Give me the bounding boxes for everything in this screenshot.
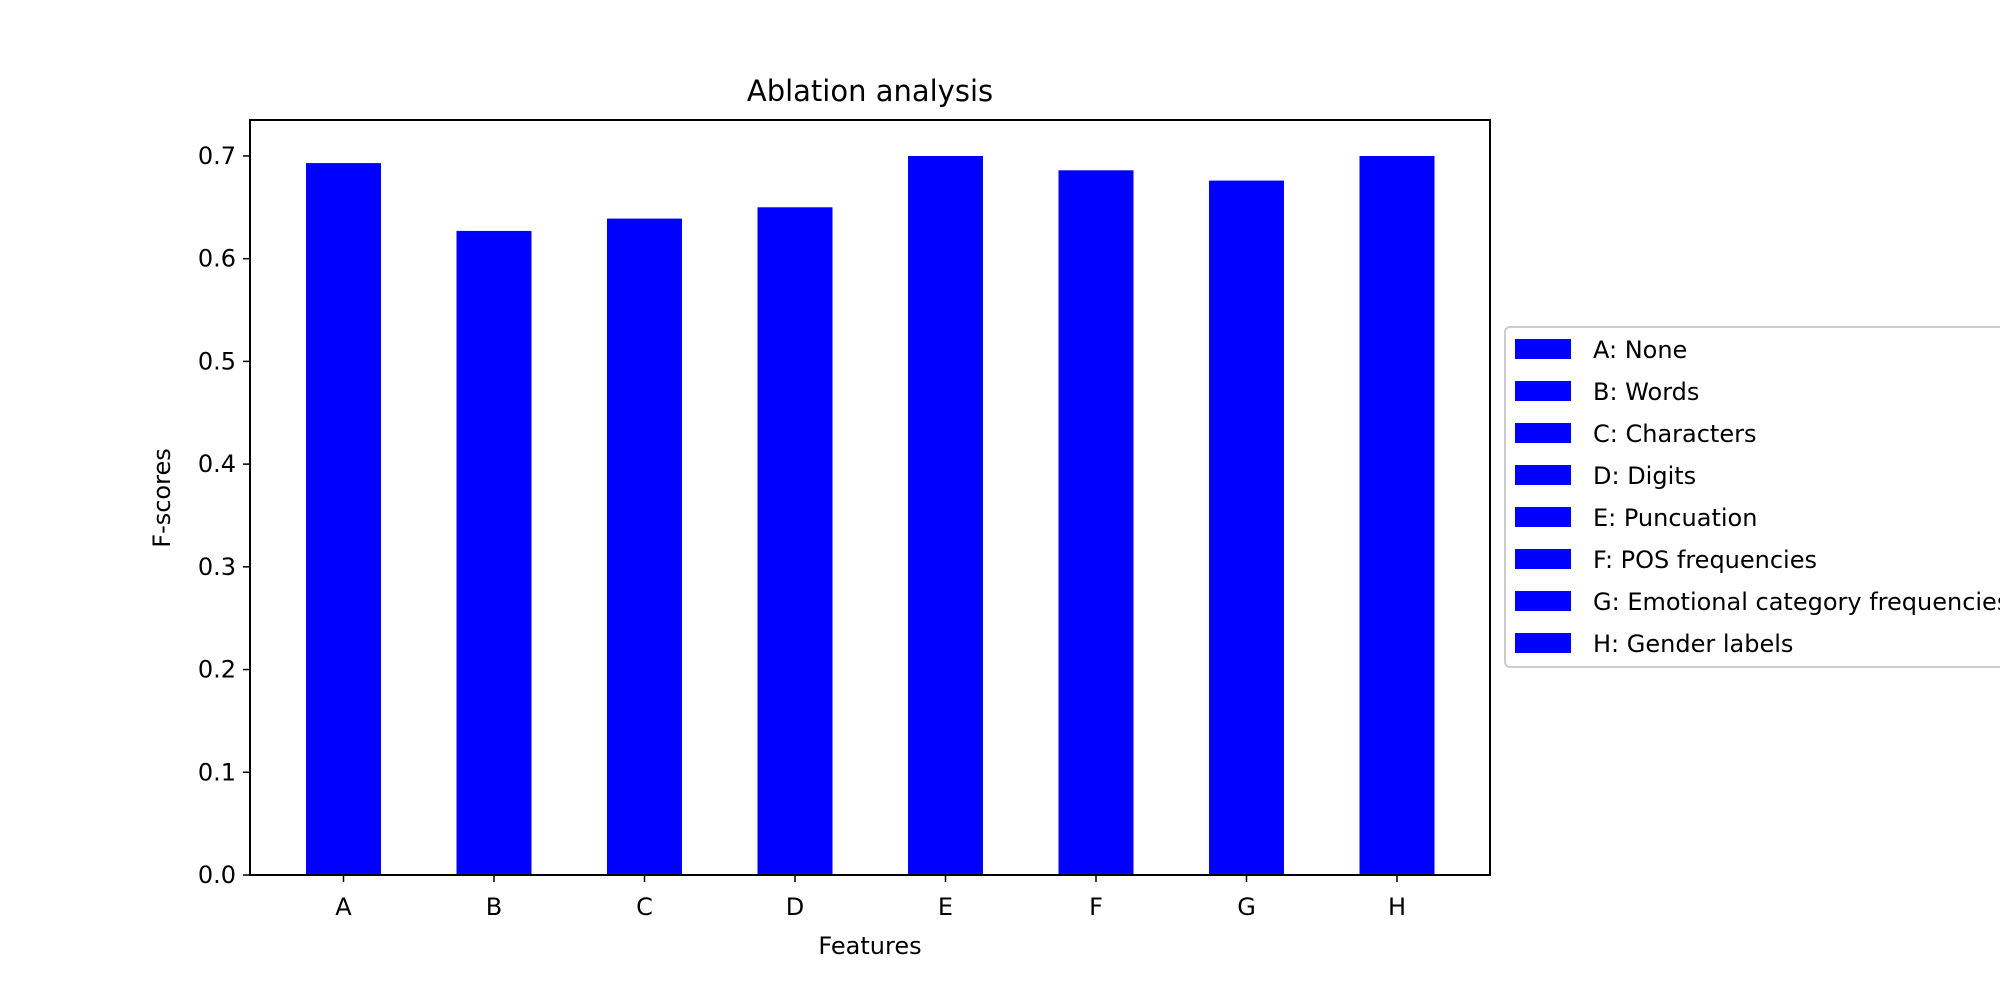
y-tick-label: 0.0 bbox=[198, 861, 236, 889]
legend-entry: H: Gender labels bbox=[1593, 630, 1793, 658]
x-tick-label: D bbox=[786, 893, 804, 921]
bar-e bbox=[908, 156, 983, 875]
bars bbox=[306, 156, 1435, 876]
y-tick-label: 0.3 bbox=[198, 553, 236, 581]
y-tick-label: 0.2 bbox=[198, 656, 236, 684]
legend-entry: E: Puncuation bbox=[1593, 504, 1757, 532]
legend-entry: A: None bbox=[1593, 336, 1687, 364]
y-tick-label: 0.1 bbox=[198, 758, 236, 786]
x-tick-label: H bbox=[1388, 893, 1406, 921]
bar-a bbox=[306, 163, 381, 876]
legend-entry: D: Digits bbox=[1593, 462, 1696, 490]
x-axis-label: Features bbox=[818, 932, 921, 960]
x-tick-label: A bbox=[335, 893, 352, 921]
chart-title: Ablation analysis bbox=[747, 74, 993, 108]
legend-entry: C: Characters bbox=[1593, 420, 1756, 448]
legend-swatch bbox=[1515, 633, 1571, 653]
legend-swatch bbox=[1515, 591, 1571, 611]
legend-entry: B: Words bbox=[1593, 378, 1699, 406]
legend-swatch bbox=[1515, 507, 1571, 527]
legend-entry: F: POS frequencies bbox=[1593, 546, 1817, 574]
y-tick-label: 0.5 bbox=[198, 347, 236, 375]
y-tick-label: 0.7 bbox=[198, 142, 236, 170]
y-tick-label: 0.6 bbox=[198, 245, 236, 273]
legend-entry: G: Emotional category frequencies bbox=[1593, 588, 2000, 616]
bar-c bbox=[607, 218, 682, 876]
legend-swatch bbox=[1515, 381, 1571, 401]
y-axis: 0.0 0.1 0.2 0.3 0.4 0.5 0.6 0.7 bbox=[198, 142, 250, 889]
x-tick-label: E bbox=[938, 893, 953, 921]
y-tick-label: 0.4 bbox=[198, 450, 236, 478]
x-axis: A B C D E F G H bbox=[335, 875, 1406, 921]
legend-swatch bbox=[1515, 339, 1571, 359]
x-tick-label: F bbox=[1089, 893, 1103, 921]
plot-frame bbox=[249, 119, 1491, 876]
y-axis-label: F-scores bbox=[148, 448, 176, 547]
bar-d bbox=[757, 207, 833, 876]
legend-swatch bbox=[1515, 465, 1571, 485]
bar-b bbox=[456, 230, 532, 875]
legend-swatch bbox=[1515, 423, 1571, 443]
x-tick-label: G bbox=[1237, 893, 1256, 921]
legend-swatch bbox=[1515, 549, 1571, 569]
bar-f bbox=[1058, 170, 1134, 876]
legend-frame bbox=[1504, 326, 2000, 668]
bar-g bbox=[1209, 180, 1284, 876]
bar-h bbox=[1359, 156, 1435, 875]
legend: A: None B: Words C: Characters D: Digits E: … bbox=[1504, 326, 2000, 668]
x-tick-label: B bbox=[486, 893, 502, 921]
x-tick-label: C bbox=[636, 893, 653, 921]
